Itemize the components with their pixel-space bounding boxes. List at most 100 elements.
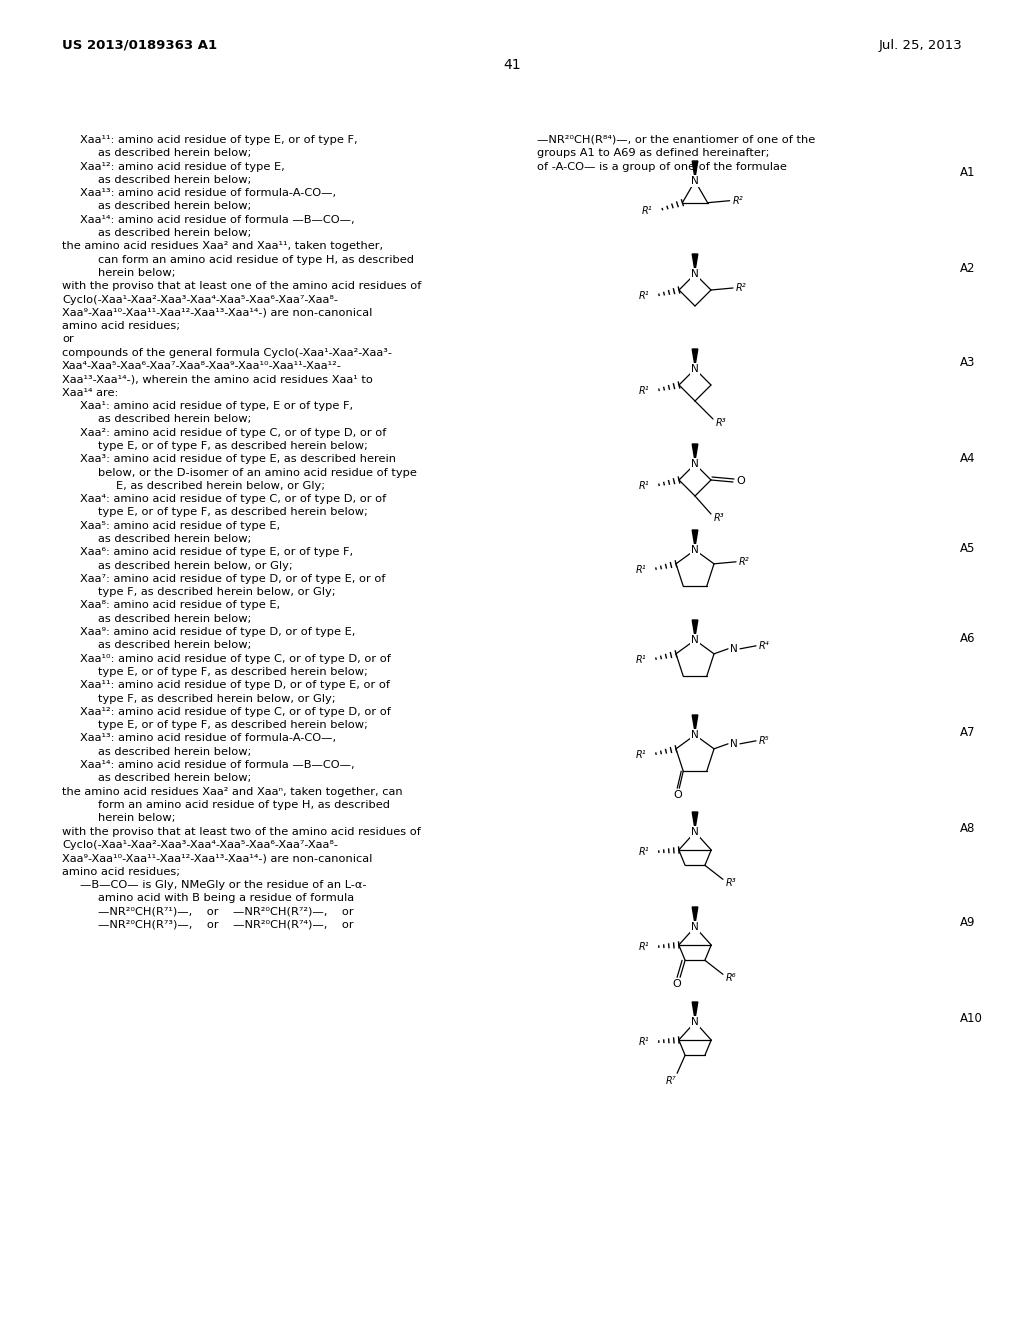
Text: Xaa¹¹: amino acid residue of type D, or of type E, or of: Xaa¹¹: amino acid residue of type D, or … (80, 680, 390, 690)
Text: Xaa¹⁴: amino acid residue of formula —B—CO—,: Xaa¹⁴: amino acid residue of formula —B—… (80, 215, 354, 224)
Text: type F, as described herein below, or Gly;: type F, as described herein below, or Gl… (98, 587, 336, 597)
Text: as described herein below;: as described herein below; (98, 535, 251, 544)
Text: Xaa²: amino acid residue of type C, or of type D, or of: Xaa²: amino acid residue of type C, or o… (80, 428, 386, 438)
Text: Xaa¹⁰: amino acid residue of type C, or of type D, or of: Xaa¹⁰: amino acid residue of type C, or … (80, 653, 391, 664)
Text: N: N (691, 635, 698, 645)
Text: type E, or of type F, as described herein below;: type E, or of type F, as described herei… (98, 667, 368, 677)
Text: herein below;: herein below; (98, 268, 175, 279)
Text: —B—CO— is Gly, NMeGly or the residue of an L-α-: —B—CO— is Gly, NMeGly or the residue of … (80, 880, 367, 890)
Text: Xaa⁵: amino acid residue of type E,: Xaa⁵: amino acid residue of type E, (80, 520, 281, 531)
Text: as described herein below;: as described herein below; (98, 176, 251, 185)
Text: R¹: R¹ (636, 655, 646, 665)
Text: Xaa¹³: amino acid residue of formula-A-CO—,: Xaa¹³: amino acid residue of formula-A-C… (80, 734, 336, 743)
Text: A3: A3 (961, 356, 976, 370)
Text: R¹: R¹ (639, 942, 649, 952)
Text: N: N (691, 459, 698, 469)
Text: Xaa⁴-Xaa⁵-Xaa⁶-Xaa⁷-Xaa⁸-Xaa⁹-Xaa¹⁰-Xaa¹¹-Xaa¹²-: Xaa⁴-Xaa⁵-Xaa⁶-Xaa⁷-Xaa⁸-Xaa⁹-Xaa¹⁰-Xaa¹… (62, 362, 342, 371)
Text: Xaa¹⁴: amino acid residue of formula —B—CO—,: Xaa¹⁴: amino acid residue of formula —B—… (80, 760, 354, 770)
Text: with the proviso that at least one of the amino acid residues of: with the proviso that at least one of th… (62, 281, 421, 292)
Text: R¹: R¹ (639, 480, 649, 491)
Text: or: or (62, 334, 74, 345)
Polygon shape (692, 348, 697, 366)
Text: Xaa¹¹: amino acid residue of type E, or of type F,: Xaa¹¹: amino acid residue of type E, or … (80, 135, 357, 145)
Polygon shape (692, 907, 697, 924)
Text: groups A1 to A69 as defined hereinafter;: groups A1 to A69 as defined hereinafter; (537, 148, 769, 158)
Text: N: N (691, 364, 698, 374)
Polygon shape (692, 812, 697, 829)
Text: Cyclo(-Xaa¹-Xaa²-Xaa³-Xaa⁴-Xaa⁵-Xaa⁶-Xaa⁷-Xaa⁸-: Cyclo(-Xaa¹-Xaa²-Xaa³-Xaa⁴-Xaa⁵-Xaa⁶-Xaa… (62, 840, 338, 850)
Text: 41: 41 (503, 58, 521, 73)
Text: R¹: R¹ (639, 1038, 649, 1047)
Polygon shape (692, 253, 697, 271)
Text: —NR²⁰CH(R⁷³)—,    or    —NR²⁰CH(R⁷⁴)—,    or: —NR²⁰CH(R⁷³)—, or —NR²⁰CH(R⁷⁴)—, or (98, 920, 353, 929)
Text: Xaa³: amino acid residue of type E, as described herein: Xaa³: amino acid residue of type E, as d… (80, 454, 396, 465)
Text: as described herein below;: as described herein below; (98, 202, 251, 211)
Text: A5: A5 (961, 541, 976, 554)
Polygon shape (692, 161, 697, 178)
Text: R⁷: R⁷ (666, 1076, 677, 1086)
Text: R²: R² (738, 557, 750, 566)
Text: O: O (736, 477, 745, 486)
Text: as described herein below;: as described herein below; (98, 148, 251, 158)
Text: A2: A2 (961, 261, 976, 275)
Text: Xaa¹²: amino acid residue of type C, or of type D, or of: Xaa¹²: amino acid residue of type C, or … (80, 708, 391, 717)
Text: R⁶: R⁶ (726, 973, 736, 983)
Text: —NR²⁰CH(R⁷¹)—,    or    —NR²⁰CH(R⁷²)—,    or: —NR²⁰CH(R⁷¹)—, or —NR²⁰CH(R⁷²)—, or (98, 907, 353, 916)
Text: R³: R³ (716, 418, 726, 428)
Text: type F, as described herein below, or Gly;: type F, as described herein below, or Gl… (98, 693, 336, 704)
Text: type E, or of type F, as described herein below;: type E, or of type F, as described herei… (98, 441, 368, 451)
Text: Xaa⁷: amino acid residue of type D, or of type E, or of: Xaa⁷: amino acid residue of type D, or o… (80, 574, 385, 583)
Text: O: O (673, 979, 682, 989)
Text: R¹: R¹ (636, 565, 646, 574)
Text: R¹: R¹ (642, 206, 652, 215)
Text: R³: R³ (714, 513, 724, 523)
Text: the amino acid residues Xaa² and Xaaⁿ, taken together, can: the amino acid residues Xaa² and Xaaⁿ, t… (62, 787, 402, 797)
Text: A1: A1 (961, 166, 976, 180)
Text: A6: A6 (961, 631, 976, 644)
Text: N: N (691, 545, 698, 554)
Text: R¹: R¹ (636, 750, 646, 760)
Text: N: N (691, 828, 698, 837)
Text: R¹: R¹ (639, 290, 649, 301)
Text: R³: R³ (726, 878, 736, 888)
Text: Xaa¹³-Xaa¹⁴-), wherein the amino acid residues Xaa¹ to: Xaa¹³-Xaa¹⁴-), wherein the amino acid re… (62, 375, 373, 384)
Text: US 2013/0189363 A1: US 2013/0189363 A1 (62, 38, 217, 51)
Text: amino acid with B being a residue of formula: amino acid with B being a residue of for… (98, 894, 354, 903)
Text: R¹: R¹ (639, 847, 649, 857)
Text: the amino acid residues Xaa² and Xaa¹¹, taken together,: the amino acid residues Xaa² and Xaa¹¹, … (62, 242, 383, 251)
Text: compounds of the general formula Cyclo(-Xaa¹-Xaa²-Xaa³-: compounds of the general formula Cyclo(-… (62, 347, 392, 358)
Text: Xaa⁴: amino acid residue of type C, or of type D, or of: Xaa⁴: amino acid residue of type C, or o… (80, 494, 386, 504)
Text: Xaa¹³: amino acid residue of formula-A-CO—,: Xaa¹³: amino acid residue of formula-A-C… (80, 189, 336, 198)
Text: herein below;: herein below; (98, 813, 175, 824)
Polygon shape (692, 531, 697, 546)
Text: R¹: R¹ (639, 385, 649, 396)
Text: as described herein below;: as described herein below; (98, 640, 251, 651)
Text: A9: A9 (961, 916, 976, 929)
Text: as described herein below, or Gly;: as described herein below, or Gly; (98, 561, 293, 570)
Text: form an amino acid residue of type H, as described: form an amino acid residue of type H, as… (98, 800, 390, 810)
Text: as described herein below;: as described herein below; (98, 774, 251, 783)
Text: Cyclo(-Xaa¹-Xaa²-Xaa³-Xaa⁴-Xaa⁵-Xaa⁶-Xaa⁷-Xaa⁸-: Cyclo(-Xaa¹-Xaa²-Xaa³-Xaa⁴-Xaa⁵-Xaa⁶-Xaa… (62, 294, 338, 305)
Text: R²: R² (732, 195, 743, 206)
Polygon shape (692, 1002, 697, 1019)
Text: R²: R² (735, 282, 746, 293)
Text: Jul. 25, 2013: Jul. 25, 2013 (879, 38, 962, 51)
Text: —NR²⁰CH(R⁸⁴)—, or the enantiomer of one of the: —NR²⁰CH(R⁸⁴)—, or the enantiomer of one … (537, 135, 815, 145)
Text: N: N (691, 269, 698, 279)
Polygon shape (692, 444, 697, 461)
Text: N: N (691, 176, 698, 186)
Text: N: N (691, 921, 698, 932)
Text: O: O (674, 791, 683, 800)
Text: N: N (691, 730, 698, 741)
Text: as described herein below;: as described herein below; (98, 414, 251, 424)
Text: can form an amino acid residue of type H, as described: can form an amino acid residue of type H… (98, 255, 414, 265)
Text: of -A-CO— is a group of one of the formulae: of -A-CO— is a group of one of the formu… (537, 161, 786, 172)
Text: N: N (691, 1016, 698, 1027)
Text: Xaa⁹: amino acid residue of type D, or of type E,: Xaa⁹: amino acid residue of type D, or o… (80, 627, 355, 638)
Text: Xaa⁹-Xaa¹⁰-Xaa¹¹-Xaa¹²-Xaa¹³-Xaa¹⁴-) are non-canonical: Xaa⁹-Xaa¹⁰-Xaa¹¹-Xaa¹²-Xaa¹³-Xaa¹⁴-) are… (62, 853, 373, 863)
Text: N: N (730, 739, 738, 748)
Text: type E, or of type F, as described herein below;: type E, or of type F, as described herei… (98, 507, 368, 517)
Text: Xaa⁸: amino acid residue of type E,: Xaa⁸: amino acid residue of type E, (80, 601, 281, 610)
Text: as described herein below;: as described herein below; (98, 614, 251, 624)
Text: N: N (730, 644, 738, 653)
